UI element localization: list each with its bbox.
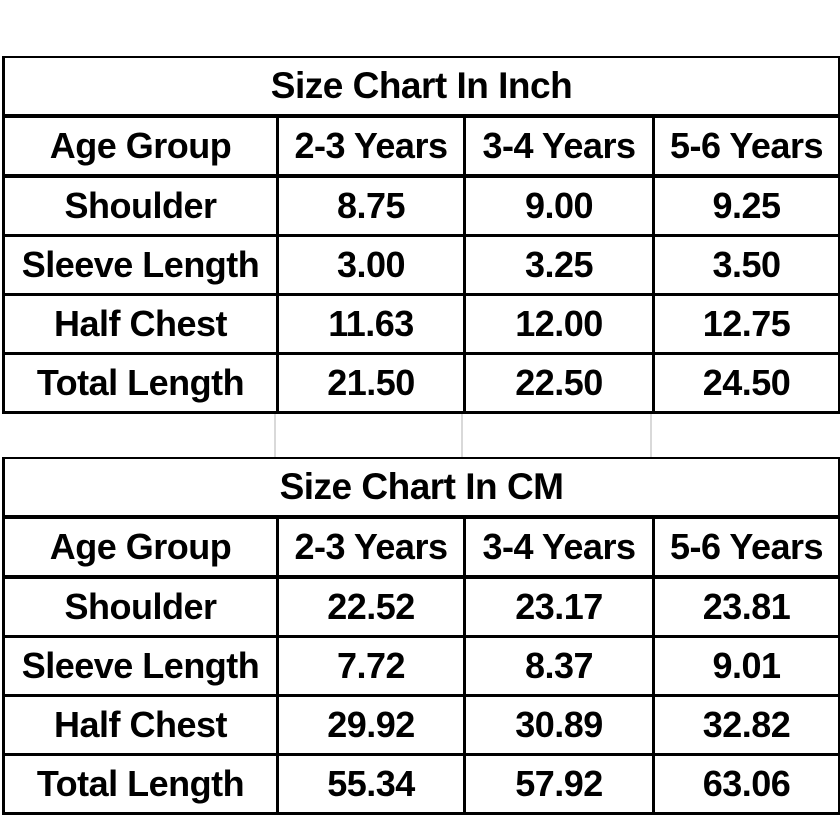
value-cell: 22.52 bbox=[276, 575, 466, 638]
row-label: Sleeve Length bbox=[2, 234, 279, 296]
size-chart-tables: Size Chart In Inch Age Group 2-3 Years 3… bbox=[1, 56, 840, 815]
row-label: Sleeve Length bbox=[2, 635, 279, 697]
inch-header-row: Age Group 2-3 Years 3-4 Years 5-6 Years bbox=[2, 114, 840, 178]
value-cell: 29.92 bbox=[276, 694, 466, 756]
spacer-column-divider bbox=[274, 414, 276, 457]
table-row: Sleeve Length 3.00 3.25 3.50 bbox=[2, 234, 840, 296]
value-cell: 8.37 bbox=[463, 635, 655, 697]
inch-title-row: Size Chart In Inch bbox=[2, 56, 840, 118]
value-cell: 9.25 bbox=[652, 174, 840, 237]
cm-table-title: Size Chart In CM bbox=[1, 457, 840, 519]
value-cell: 24.50 bbox=[652, 352, 840, 414]
table-row: Total Length 55.34 57.92 63.06 bbox=[2, 753, 840, 815]
inch-table-title: Size Chart In Inch bbox=[2, 56, 840, 118]
row-label: Shoulder bbox=[2, 174, 279, 237]
value-cell: 7.72 bbox=[276, 635, 466, 697]
cm-table: Size Chart In CM Age Group 2-3 Years 3-4… bbox=[1, 457, 840, 815]
row-label: Total Length bbox=[2, 352, 279, 414]
value-cell: 9.01 bbox=[651, 635, 840, 697]
spacer-row bbox=[2, 414, 838, 457]
value-cell: 55.34 bbox=[276, 753, 466, 815]
value-cell: 23.81 bbox=[651, 575, 840, 638]
value-cell: 3.00 bbox=[276, 234, 466, 296]
table-row: Sleeve Length 7.72 8.37 9.01 bbox=[2, 635, 840, 697]
value-cell: 3.50 bbox=[652, 234, 840, 296]
header-cell-5-6-years: 5-6 Years bbox=[652, 114, 840, 178]
row-label: Half Chest bbox=[2, 293, 279, 355]
table-row: Shoulder 8.75 9.00 9.25 bbox=[2, 174, 840, 237]
value-cell: 12.75 bbox=[652, 293, 840, 355]
spacer-column-divider bbox=[461, 414, 463, 457]
value-cell: 8.75 bbox=[276, 174, 466, 237]
value-cell: 23.17 bbox=[463, 575, 655, 638]
header-cell-age-group: Age Group bbox=[2, 515, 279, 579]
table-row: Total Length 21.50 22.50 24.50 bbox=[2, 352, 840, 414]
spacer-column-divider bbox=[650, 414, 652, 457]
cm-title-row: Size Chart In CM bbox=[1, 457, 840, 519]
header-cell-2-3-years: 2-3 Years bbox=[276, 515, 466, 579]
value-cell: 57.92 bbox=[463, 753, 655, 815]
value-cell: 22.50 bbox=[463, 352, 655, 414]
row-label: Shoulder bbox=[2, 575, 279, 638]
inch-table: Size Chart In Inch Age Group 2-3 Years 3… bbox=[2, 56, 840, 414]
row-label: Total Length bbox=[2, 753, 279, 815]
value-cell: 12.00 bbox=[463, 293, 655, 355]
header-cell-3-4-years: 3-4 Years bbox=[463, 515, 655, 579]
header-cell-5-6-years: 5-6 Years bbox=[651, 515, 840, 579]
value-cell: 30.89 bbox=[463, 694, 655, 756]
header-cell-age-group: Age Group bbox=[2, 114, 279, 178]
table-row: Half Chest 11.63 12.00 12.75 bbox=[2, 293, 840, 355]
value-cell: 9.00 bbox=[463, 174, 655, 237]
header-cell-3-4-years: 3-4 Years bbox=[463, 114, 655, 178]
value-cell: 21.50 bbox=[276, 352, 466, 414]
row-label: Half Chest bbox=[2, 694, 279, 756]
value-cell: 63.06 bbox=[651, 753, 840, 815]
value-cell: 32.82 bbox=[651, 694, 840, 756]
table-row: Shoulder 22.52 23.17 23.81 bbox=[2, 575, 840, 638]
cm-header-row: Age Group 2-3 Years 3-4 Years 5-6 Years bbox=[2, 515, 840, 579]
value-cell: 3.25 bbox=[463, 234, 655, 296]
table-row: Half Chest 29.92 30.89 32.82 bbox=[2, 694, 840, 756]
header-cell-2-3-years: 2-3 Years bbox=[276, 114, 466, 178]
value-cell: 11.63 bbox=[276, 293, 466, 355]
